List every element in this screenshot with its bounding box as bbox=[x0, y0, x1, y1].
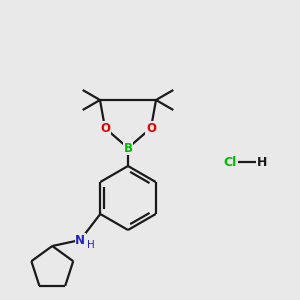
Text: B: B bbox=[124, 142, 133, 154]
Text: H: H bbox=[87, 240, 95, 250]
Text: N: N bbox=[75, 233, 85, 247]
Text: H: H bbox=[257, 155, 267, 169]
Text: O: O bbox=[146, 122, 156, 134]
Text: O: O bbox=[100, 122, 110, 134]
Text: Cl: Cl bbox=[224, 155, 237, 169]
